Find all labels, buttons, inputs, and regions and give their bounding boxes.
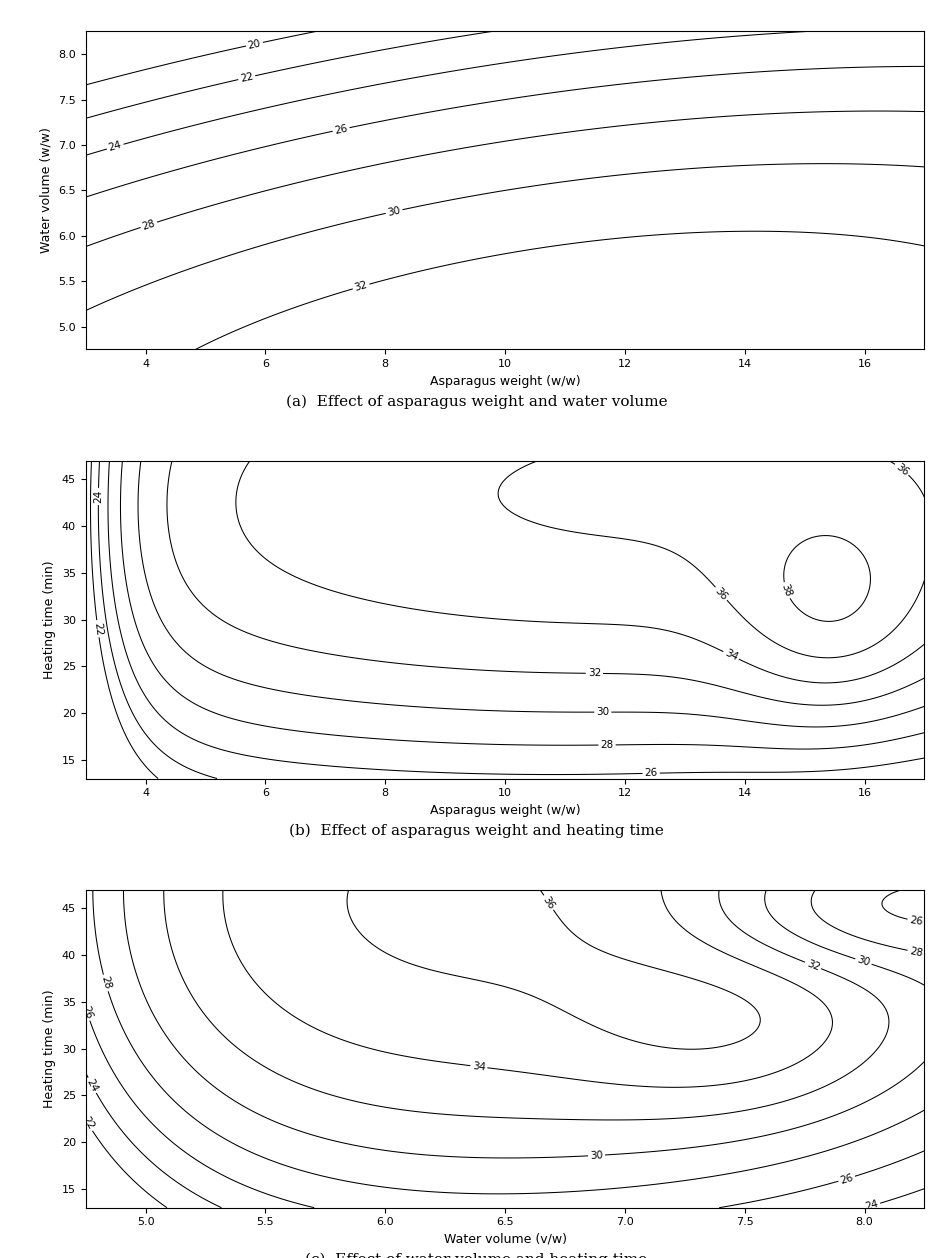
Text: 30: 30: [387, 205, 401, 218]
Text: 24: 24: [863, 1199, 879, 1213]
Text: 34: 34: [471, 1060, 486, 1073]
Text: 36: 36: [541, 894, 556, 911]
Text: (c)  Effect of water volume and heating time: (c) Effect of water volume and heating t…: [306, 1253, 646, 1258]
Text: 26: 26: [80, 1005, 94, 1020]
Text: 34: 34: [723, 648, 739, 663]
Text: 32: 32: [353, 279, 368, 293]
Text: 22: 22: [239, 72, 254, 84]
Text: 32: 32: [587, 668, 601, 678]
Text: 26: 26: [333, 123, 348, 136]
Text: 28: 28: [600, 740, 613, 750]
Y-axis label: Water volume (w/w): Water volume (w/w): [40, 127, 52, 253]
Text: 22: 22: [80, 1116, 95, 1132]
X-axis label: Water volume (v/w): Water volume (v/w): [443, 1233, 566, 1245]
Text: 24: 24: [108, 140, 123, 153]
Text: 36: 36: [893, 462, 909, 478]
Text: 30: 30: [596, 707, 608, 717]
Text: 26: 26: [908, 915, 922, 927]
Text: 38: 38: [779, 582, 792, 599]
Text: 22: 22: [92, 621, 104, 637]
Y-axis label: Heating time (min): Heating time (min): [44, 560, 56, 679]
Text: (a)  Effect of asparagus weight and water volume: (a) Effect of asparagus weight and water…: [286, 395, 666, 409]
Text: 24: 24: [93, 489, 104, 503]
Text: 30: 30: [589, 1150, 603, 1161]
Text: 30: 30: [855, 955, 870, 969]
Text: 28: 28: [99, 975, 112, 991]
Text: 28: 28: [141, 218, 156, 231]
Text: 28: 28: [907, 946, 922, 959]
Text: 26: 26: [644, 769, 657, 779]
Text: 20: 20: [247, 38, 262, 50]
Text: 24: 24: [85, 1077, 100, 1093]
Text: (b)  Effect of asparagus weight and heating time: (b) Effect of asparagus weight and heati…: [288, 824, 664, 838]
Text: 26: 26: [838, 1172, 854, 1185]
X-axis label: Asparagus weight (w/w): Asparagus weight (w/w): [429, 804, 580, 816]
Y-axis label: Heating time (min): Heating time (min): [44, 990, 56, 1108]
Text: 32: 32: [804, 959, 821, 972]
X-axis label: Asparagus weight (w/w): Asparagus weight (w/w): [429, 375, 580, 387]
Text: 36: 36: [712, 585, 728, 601]
